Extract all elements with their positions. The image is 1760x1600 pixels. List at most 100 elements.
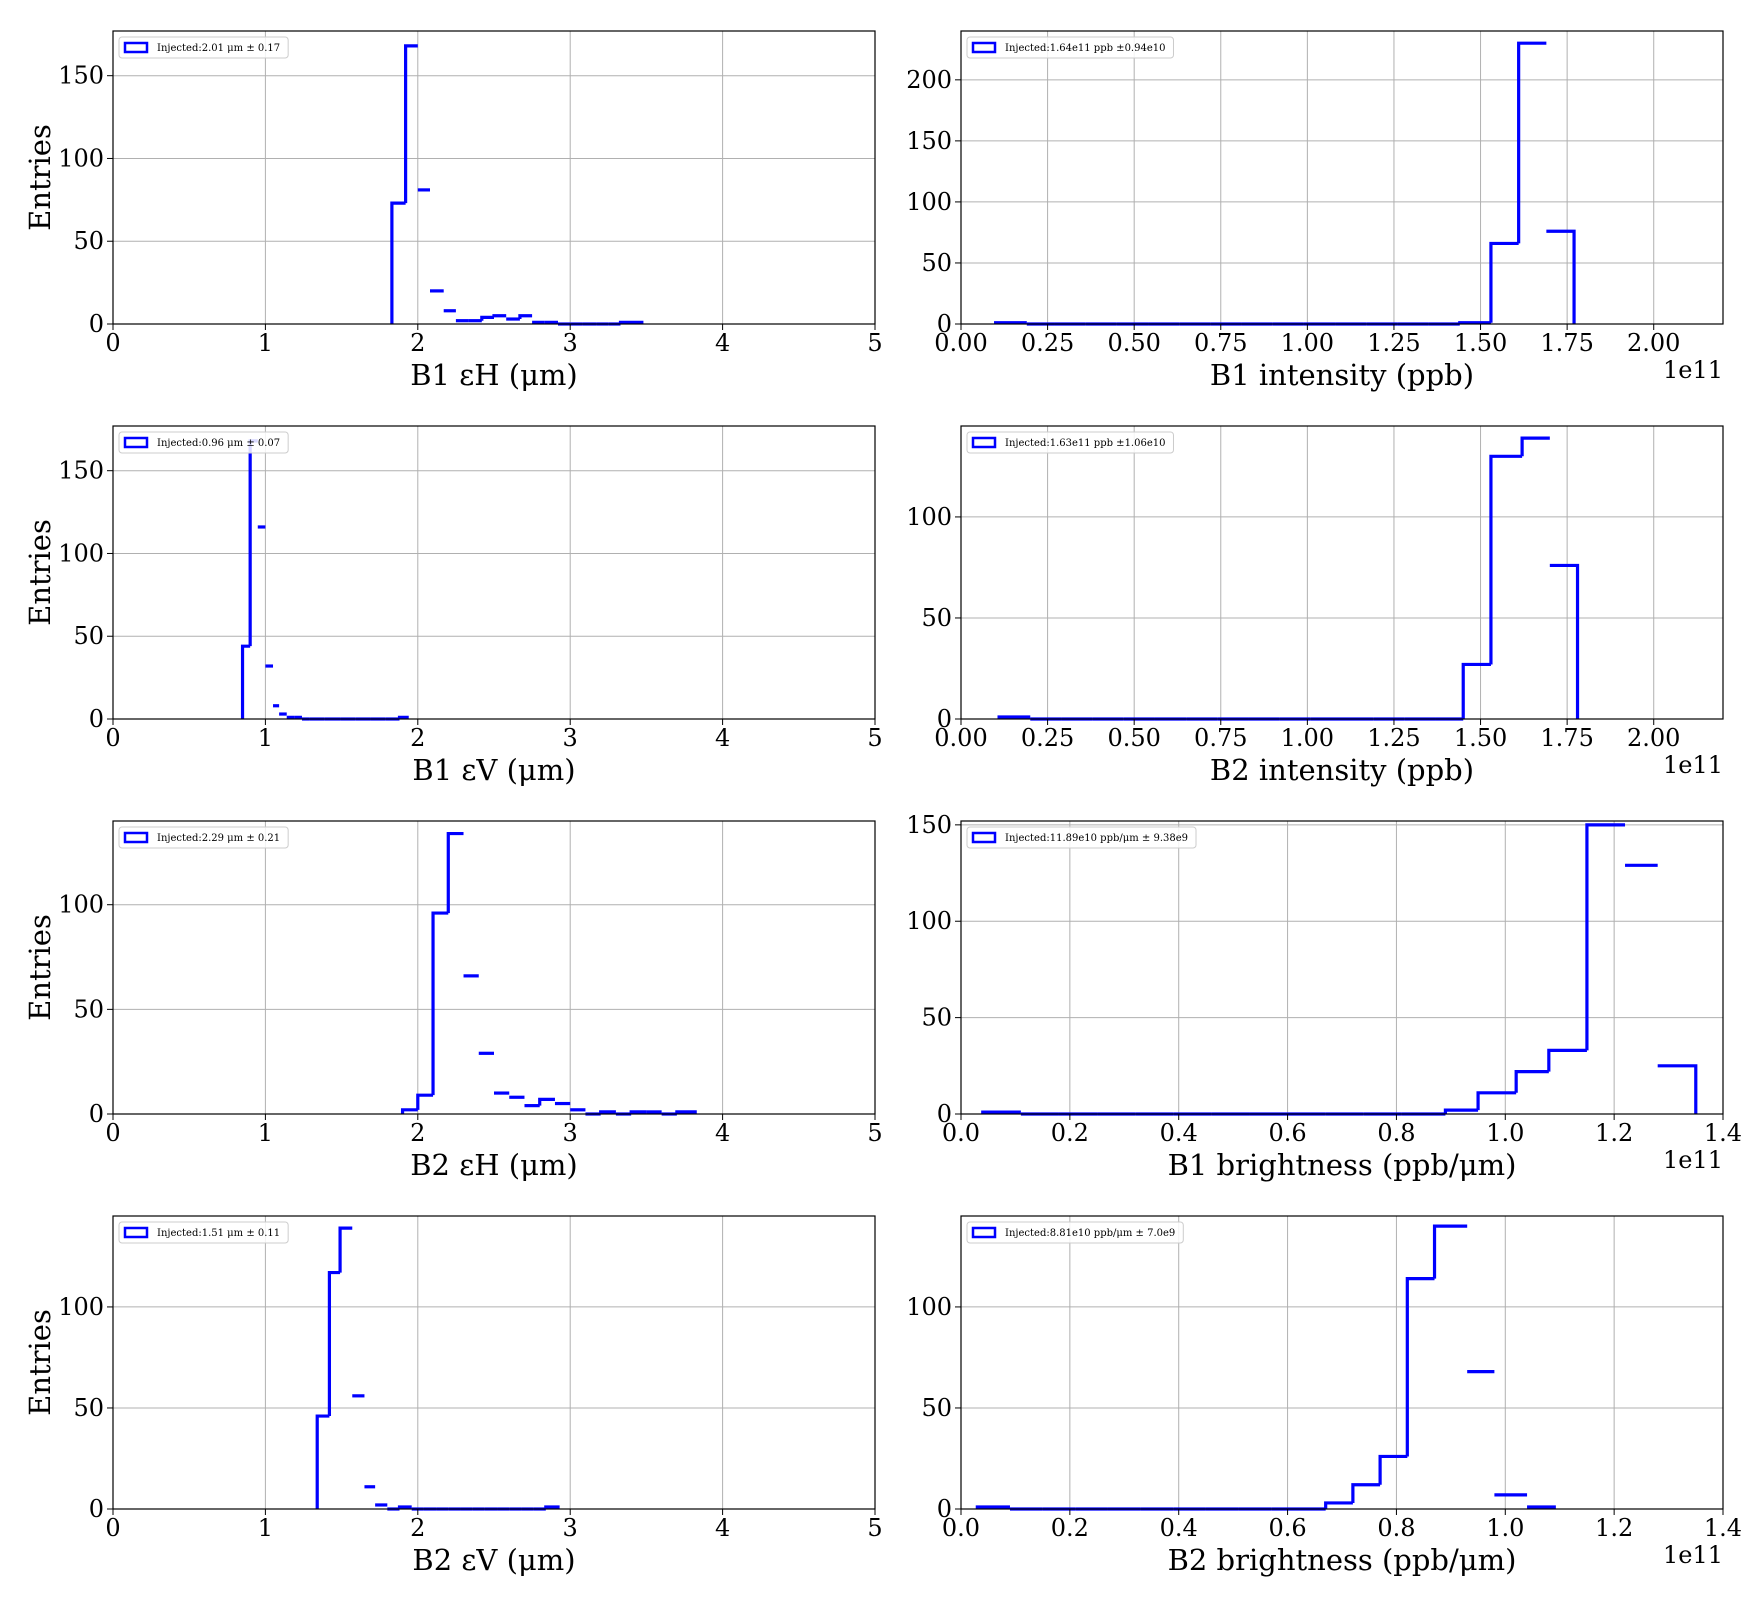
histogram-panel-6: 0.0 0.2 0.4 0.6 0.8 1.0 1.2 1.4 0 50 100 150 B1 brig… (906, 811, 1742, 1182)
legend: Injected:1.63e11 ppb ±1.06e10 (966, 431, 1174, 454)
y-tick-label: 0 (89, 1495, 104, 1523)
histogram-bar (1549, 563, 1580, 719)
histogram-bar (480, 315, 494, 321)
histogram-bar (1405, 1277, 1435, 1457)
y-tick-label: 100 (58, 539, 104, 567)
y-tick-label: 200 (906, 66, 952, 94)
axes-frame (112, 1215, 876, 1510)
legend-box (966, 431, 1174, 454)
histogram-bar (544, 1505, 560, 1509)
x-offset-label: 1e11 (1663, 1146, 1723, 1174)
y-tick-label: 100 (906, 503, 952, 531)
x-tick-label: 2 (410, 1514, 425, 1542)
x-tick-label: 5 (867, 329, 882, 357)
histogram-bar (416, 1093, 434, 1110)
histogram-bar (1517, 41, 1547, 244)
y-tick-label: 0 (89, 310, 104, 338)
x-tick-label: 3 (563, 1514, 578, 1542)
legend-box (118, 431, 289, 454)
y-tick-label: 0 (937, 1495, 952, 1523)
y-tick-label: 150 (58, 62, 104, 90)
histogram-bar (240, 644, 251, 719)
x-tick-label: 1 (258, 724, 273, 752)
legend-box (966, 826, 1197, 849)
x-offset-label: 1e11 (1663, 751, 1723, 779)
legend-box (118, 36, 289, 59)
x-tick-label: 2.00 (1627, 724, 1680, 752)
y-tick-label: 100 (58, 891, 104, 919)
legend-swatch (971, 1226, 997, 1239)
histogram-bar (1351, 1483, 1381, 1503)
y-tick-label: 100 (58, 1293, 104, 1321)
x-tick-label: 1.75 (1540, 329, 1593, 357)
y-tick-label: 0 (89, 705, 104, 733)
histogram-bar (431, 911, 449, 1096)
y-tick-label: 0 (937, 1100, 952, 1128)
histogram-bar (1461, 662, 1491, 719)
legend-swatch (123, 41, 149, 54)
x-tick-label: 1.0 (1486, 1514, 1524, 1542)
axes-frame (960, 820, 1724, 1115)
x-tick-label: 0.4 (1160, 1119, 1198, 1147)
histogram-bar (1324, 1501, 1353, 1509)
legend-entry-label: Injected:1.63e11 ppb ±1.06e10 (1005, 438, 1165, 449)
histogram-bar (248, 439, 258, 647)
y-axis-label: Entries (23, 519, 57, 626)
x-axis-label: B1 εH (μm) (410, 358, 578, 392)
histogram-bar (618, 320, 644, 324)
x-tick-label: 0.50 (1107, 724, 1160, 752)
x-tick-label: 0.6 (1268, 1514, 1306, 1542)
x-tick-label: 5 (867, 1514, 882, 1542)
y-tick-label: 100 (58, 144, 104, 172)
axes-frame (960, 425, 1724, 720)
axes-frame (112, 30, 876, 325)
histogram-bar (397, 715, 409, 719)
histogram-panel-4: 0.00 0.25 0.50 0.75 1.00 1.25 1.50 1.75 2.00 0 50 1… (906, 425, 1724, 787)
histogram-bar (997, 715, 1031, 719)
histogram-bar (397, 1505, 412, 1509)
histogram-bar (1378, 1454, 1408, 1485)
histogram-panel-8: 0.0 0.2 0.4 0.6 0.8 1.0 1.2 1.4 0 50 100 B2 brightn… (906, 1215, 1742, 1577)
x-tick-label: 1.75 (1540, 724, 1593, 752)
histogram-bar (338, 1226, 353, 1273)
x-tick-label: 1 (258, 1514, 273, 1542)
x-tick-label: 1.25 (1367, 724, 1420, 752)
x-tick-label: 1.50 (1454, 724, 1507, 752)
legend-entry-label: Injected:2.01 μm ± 0.17 (157, 43, 280, 54)
histogram-bar (446, 831, 464, 914)
x-tick-label: 4 (715, 724, 730, 752)
histogram-bar (400, 1108, 418, 1114)
legend: Injected:2.01 μm ± 0.17 (118, 36, 289, 59)
legend-entry-label: Injected:2.29 μm ± 0.21 (157, 833, 280, 844)
histogram-bar (1520, 436, 1550, 457)
x-axis-label: B1 εV (μm) (412, 753, 575, 787)
histogram-bar (1585, 823, 1626, 1051)
x-tick-label: 1.00 (1281, 724, 1334, 752)
x-tick-label: 0.8 (1377, 1119, 1415, 1147)
y-tick-label: 50 (73, 995, 104, 1023)
histogram-bar (629, 1110, 647, 1114)
histogram-bar (1514, 1069, 1549, 1093)
y-tick-label: 50 (921, 604, 952, 632)
x-tick-label: 2 (410, 1119, 425, 1147)
histogram-bar (315, 1414, 330, 1509)
x-tick-label: 2.00 (1627, 329, 1680, 357)
x-tick-label: 0.0 (942, 1119, 980, 1147)
x-tick-label: 4 (715, 1119, 730, 1147)
y-tick-label: 50 (921, 249, 952, 277)
x-tick-label: 0.25 (1021, 329, 1074, 357)
legend-box (118, 826, 289, 849)
y-tick-label: 100 (906, 907, 952, 935)
x-axis-label: B2 intensity (ppb) (1210, 753, 1474, 787)
x-tick-label: 3 (563, 1119, 578, 1147)
legend: Injected:1.51 μm ± 0.11 (118, 1221, 289, 1244)
y-tick-label: 150 (906, 127, 952, 155)
x-tick-label: 5 (867, 1119, 882, 1147)
histogram-bar (1657, 1064, 1698, 1114)
histogram-bar (675, 1110, 697, 1114)
legend-box (966, 36, 1174, 59)
x-tick-label: 0 (105, 329, 120, 357)
x-axis-label: B2 εH (μm) (410, 1148, 578, 1182)
x-tick-label: 5 (867, 724, 882, 752)
